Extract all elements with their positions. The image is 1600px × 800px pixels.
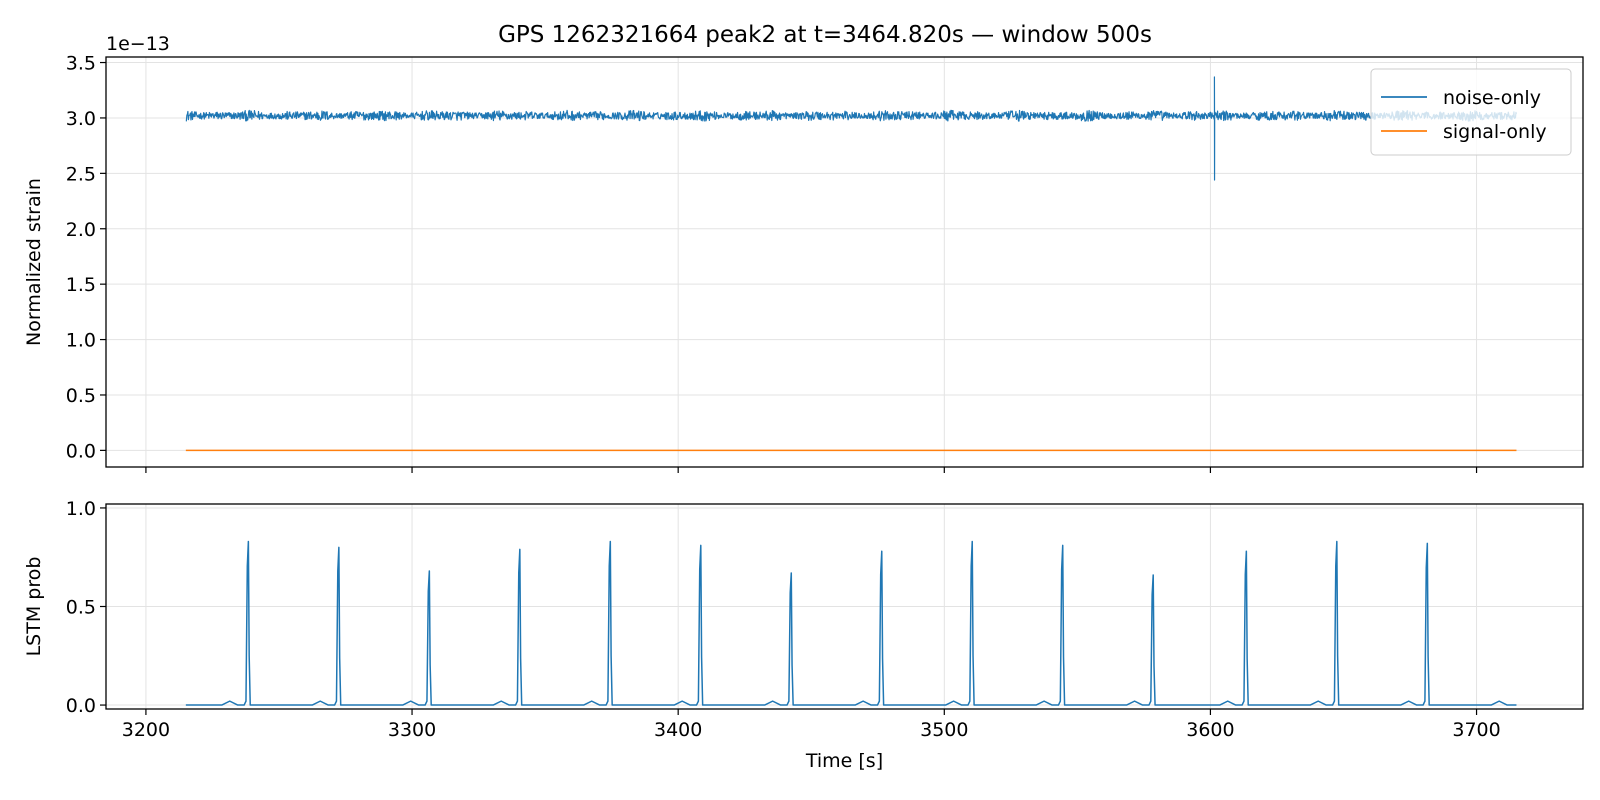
- x-tick-label: 3500: [920, 719, 968, 741]
- lstm-prob-axes: 3200 3300 3400 3500 3600 3700 0.0 0.5 1.0 LSTM pr…: [23, 498, 1584, 772]
- y-axis-label: LSTM prob: [23, 557, 45, 657]
- y-tick-label: 2.5: [66, 163, 96, 185]
- legend-box: [1370, 68, 1572, 156]
- legend: noise-only signal-only: [1370, 68, 1572, 156]
- y-tick-label: 3.0: [66, 108, 96, 130]
- y-tick-label: 1.0: [66, 330, 96, 352]
- series-line-noise-only: [185, 76, 1518, 181]
- x-axis-label: Time [s]: [805, 750, 883, 772]
- series-line-lstm-prob: [185, 540, 1517, 706]
- y-axis-label: Normalized strain: [23, 178, 45, 346]
- chart-title: GPS 1262321664 peak2 at t=3464.820s — wi…: [498, 22, 1152, 48]
- y-tick-label: 1.0: [66, 498, 96, 520]
- y-tick-label: 0.5: [66, 597, 96, 619]
- x-tick-label: 3700: [1452, 719, 1500, 741]
- y-tick-label: 0.0: [66, 440, 96, 462]
- series-layer: [185, 540, 1517, 706]
- x-tick-label: 3400: [654, 719, 702, 741]
- strain-axes: 0.0 0.5 1.0 1.5 2.0 2.5 3.0 3.5 Normalized strai…: [23, 33, 1584, 473]
- y-tick-label: 2.0: [66, 219, 96, 241]
- legend-label: signal-only: [1443, 121, 1547, 143]
- axes-frame: [105, 56, 1584, 468]
- series-layer: [185, 76, 1518, 452]
- x-tick-label: 3300: [388, 719, 436, 741]
- x-tick-label: 3600: [1186, 719, 1234, 741]
- y-tick-label: 1.5: [66, 274, 96, 296]
- y-tick-label: 3.5: [66, 53, 96, 75]
- axis-offset-label: 1e−13: [106, 33, 170, 55]
- y-tick-label: 0.5: [66, 385, 96, 407]
- y-tick-label: 0.0: [66, 695, 96, 717]
- legend-label: noise-only: [1443, 87, 1541, 109]
- x-tick-label: 3200: [122, 719, 170, 741]
